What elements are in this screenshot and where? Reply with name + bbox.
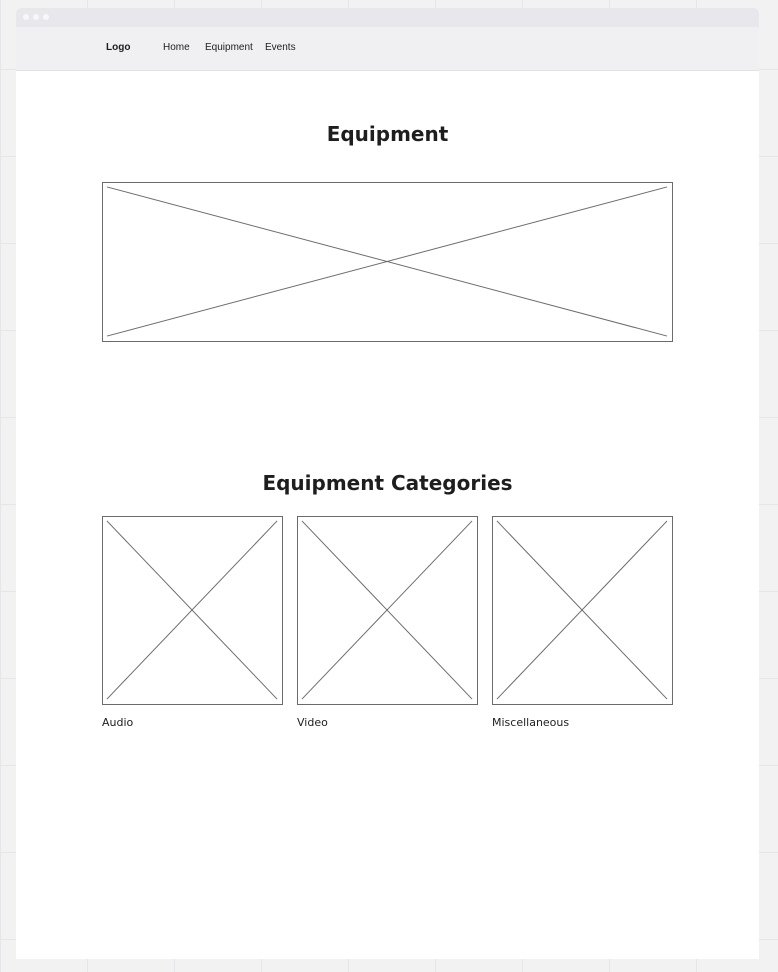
section-title: Equipment Categories: [262, 471, 513, 495]
category-card-audio[interactable]: [102, 516, 283, 705]
nav-link-home[interactable]: Home: [163, 42, 190, 53]
image-placeholder-icon: [106, 186, 668, 337]
window-dot-icon: [33, 14, 39, 20]
image-placeholder-icon: [106, 520, 278, 700]
image-placeholder-icon: [496, 520, 668, 700]
category-card-miscellaneous[interactable]: [492, 516, 673, 705]
category-label-audio[interactable]: Audio: [102, 716, 134, 729]
window-dot-icon: [43, 14, 49, 20]
image-placeholder-icon: [301, 520, 473, 700]
browser-window: Logo Home Equipment Events Equipment Equ…: [16, 8, 759, 959]
page-title: Equipment: [326, 122, 449, 146]
category-card-video[interactable]: [297, 516, 478, 705]
nav-link-events[interactable]: Events: [265, 42, 296, 53]
hero-image-placeholder: [102, 182, 673, 342]
category-label-video[interactable]: Video: [297, 716, 328, 729]
navbar: Logo Home Equipment Events: [16, 27, 759, 71]
logo[interactable]: Logo: [106, 42, 131, 53]
browser-chrome: [16, 8, 759, 27]
window-dot-icon: [23, 14, 29, 20]
category-label-miscellaneous[interactable]: Miscellaneous: [492, 716, 570, 729]
nav-link-equipment[interactable]: Equipment: [205, 42, 253, 53]
